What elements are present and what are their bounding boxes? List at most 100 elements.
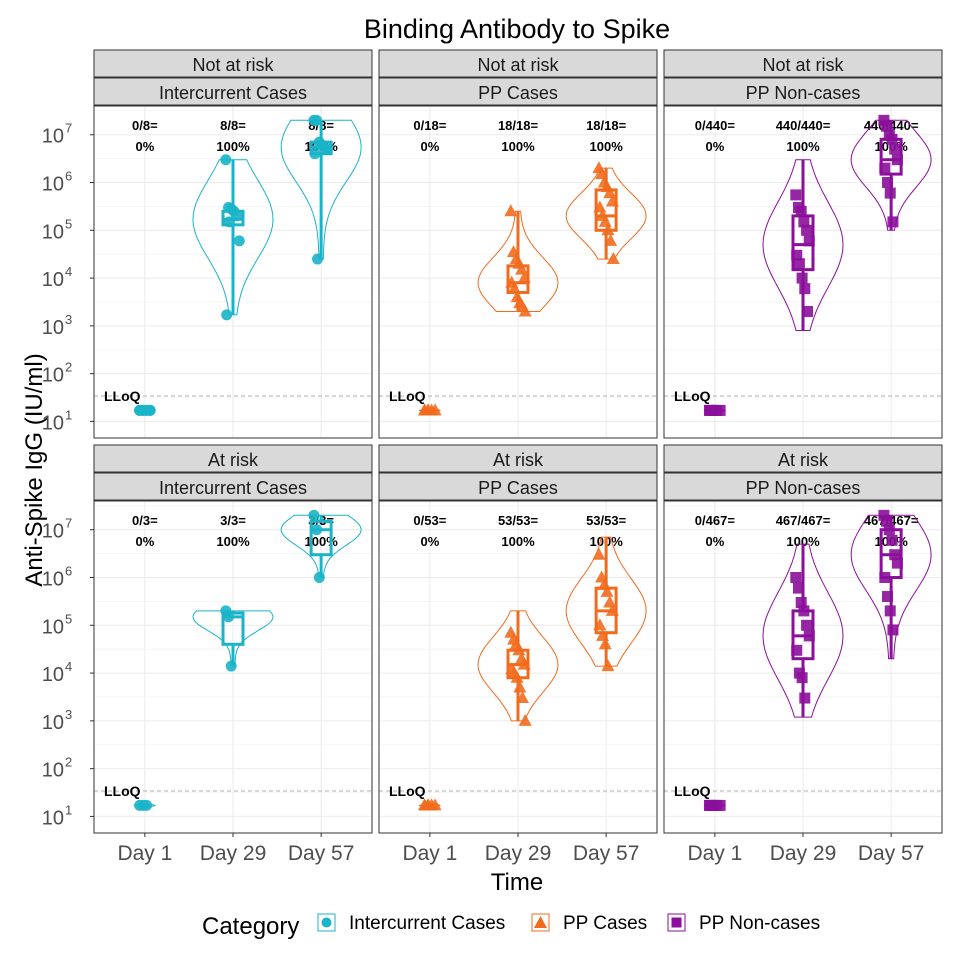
count-fraction-label: 8/8= [220,118,246,133]
data-point [803,630,815,642]
violin-outline [565,536,647,667]
violin-outline [762,159,844,331]
data-point [598,637,612,650]
data-point [311,524,323,536]
chart-title: Binding Antibody to Spike [364,14,670,44]
count-percent-label: 100% [305,534,339,549]
data-point [606,252,620,265]
data-point [707,799,719,811]
lloq-label: LLoQ [674,783,711,799]
x-tick-label: Day 29 [770,842,837,865]
facet-panel: Not at risk Intercurrent Cases LLoQ 0/8= 0% 8… [42,49,373,439]
box-iqr [221,611,245,646]
count-percent-label: 100% [786,139,820,154]
data-point [144,404,156,416]
violin-outline [762,543,844,718]
panel-border [378,105,658,439]
count-fraction-label: 53/53= [498,513,539,528]
strip-risk-box [378,49,658,78]
strip-group-box [93,472,373,501]
count-fraction-label: 0/8= [132,118,158,133]
count-fraction-label: 3/3= [220,513,246,528]
data-point [593,618,607,631]
y-axis-title: Anti-Spike IgG (IU/ml) [21,353,48,586]
data-point [312,253,324,265]
legend-items: Intercurrent Cases PP Cases PP Non-cases [317,913,820,934]
data-point [517,657,531,670]
data-point [801,224,813,236]
count-percent-label: 0% [135,139,154,154]
data-point [882,177,894,189]
legend-item-label: Intercurrent Cases [349,913,505,934]
y-tick-label: 10 [42,221,64,243]
data-point [887,216,899,228]
legend-title: Category [202,913,299,940]
facet-panel: At risk PP Cases LLoQ 0/53= 0% 53/53= 100% 53/5… [378,444,658,865]
legend-item-label: PP Non-cases [699,913,820,934]
data-point [801,619,813,631]
data-point [596,628,610,641]
count-percent-label: 0% [135,534,154,549]
data-point [225,660,237,672]
count-fraction-label: 0/53= [413,513,446,528]
strip-group-box [663,77,943,106]
data-point [793,258,805,270]
y-tick-exponent: 2 [65,755,72,770]
count-percent-label: 100% [590,139,624,154]
violin-outline [850,514,932,660]
x-tick-label: Day 1 [402,842,457,865]
y-tick-exponent: 6 [65,169,72,184]
data-point [795,205,807,217]
data-point [799,283,811,295]
count-percent-label: 0% [420,534,439,549]
y-tick-label: 10 [42,126,64,148]
data-point [518,713,532,726]
legend: Category Intercurrent Cases PP Cases PP No… [202,913,820,940]
strip-risk-box [663,444,943,473]
count-fraction-label: 18/18= [498,118,539,133]
y-tick-label: 10 [42,365,64,387]
data-point [598,214,612,227]
count-fraction-label: 440/440= [776,118,831,133]
x-tick-label: Day 57 [573,842,640,865]
data-point [221,309,233,321]
data-point [889,143,901,155]
lloq-label: LLoQ [389,388,426,404]
y-tick-exponent: 1 [65,407,72,422]
data-point [605,603,619,616]
data-point [595,167,609,180]
data-point [891,557,903,569]
y-tick-exponent: 4 [65,659,72,674]
data-point [790,189,802,201]
data-point [518,304,532,317]
y-tick-label: 10 [42,616,64,638]
data-point [879,162,891,174]
lloq-label: LLoQ [674,388,711,404]
data-point [601,659,615,672]
lloq-label: LLoQ [104,388,141,404]
data-point [308,509,320,521]
facet-panel: Not at risk PP Non-cases LLoQ 0/440= 0% 440/4… [663,49,943,439]
data-point [796,672,808,684]
y-tick-exponent: 3 [65,312,72,327]
data-point [605,194,619,207]
data-point [887,624,899,636]
data-point [883,524,895,536]
data-point [220,154,232,166]
data-point [515,262,529,275]
facet-panel: Not at risk PP Cases LLoQ 0/18= 0% 18/18= 100%… [378,49,658,439]
count-percent-label: 0% [705,139,724,154]
violin-outline [477,210,559,312]
count-fraction-label: 0/18= [413,118,446,133]
strip-group-box [93,77,373,106]
lloq-label: LLoQ [104,783,141,799]
data-point [714,799,726,811]
data-point [313,572,325,584]
data-point [791,644,803,656]
count-fraction-label: 18/18= [586,118,627,133]
strip-risk-box [93,444,373,473]
x-tick-label: Day 29 [200,842,267,865]
data-point [791,249,803,261]
count-percent-label: 0% [705,534,724,549]
